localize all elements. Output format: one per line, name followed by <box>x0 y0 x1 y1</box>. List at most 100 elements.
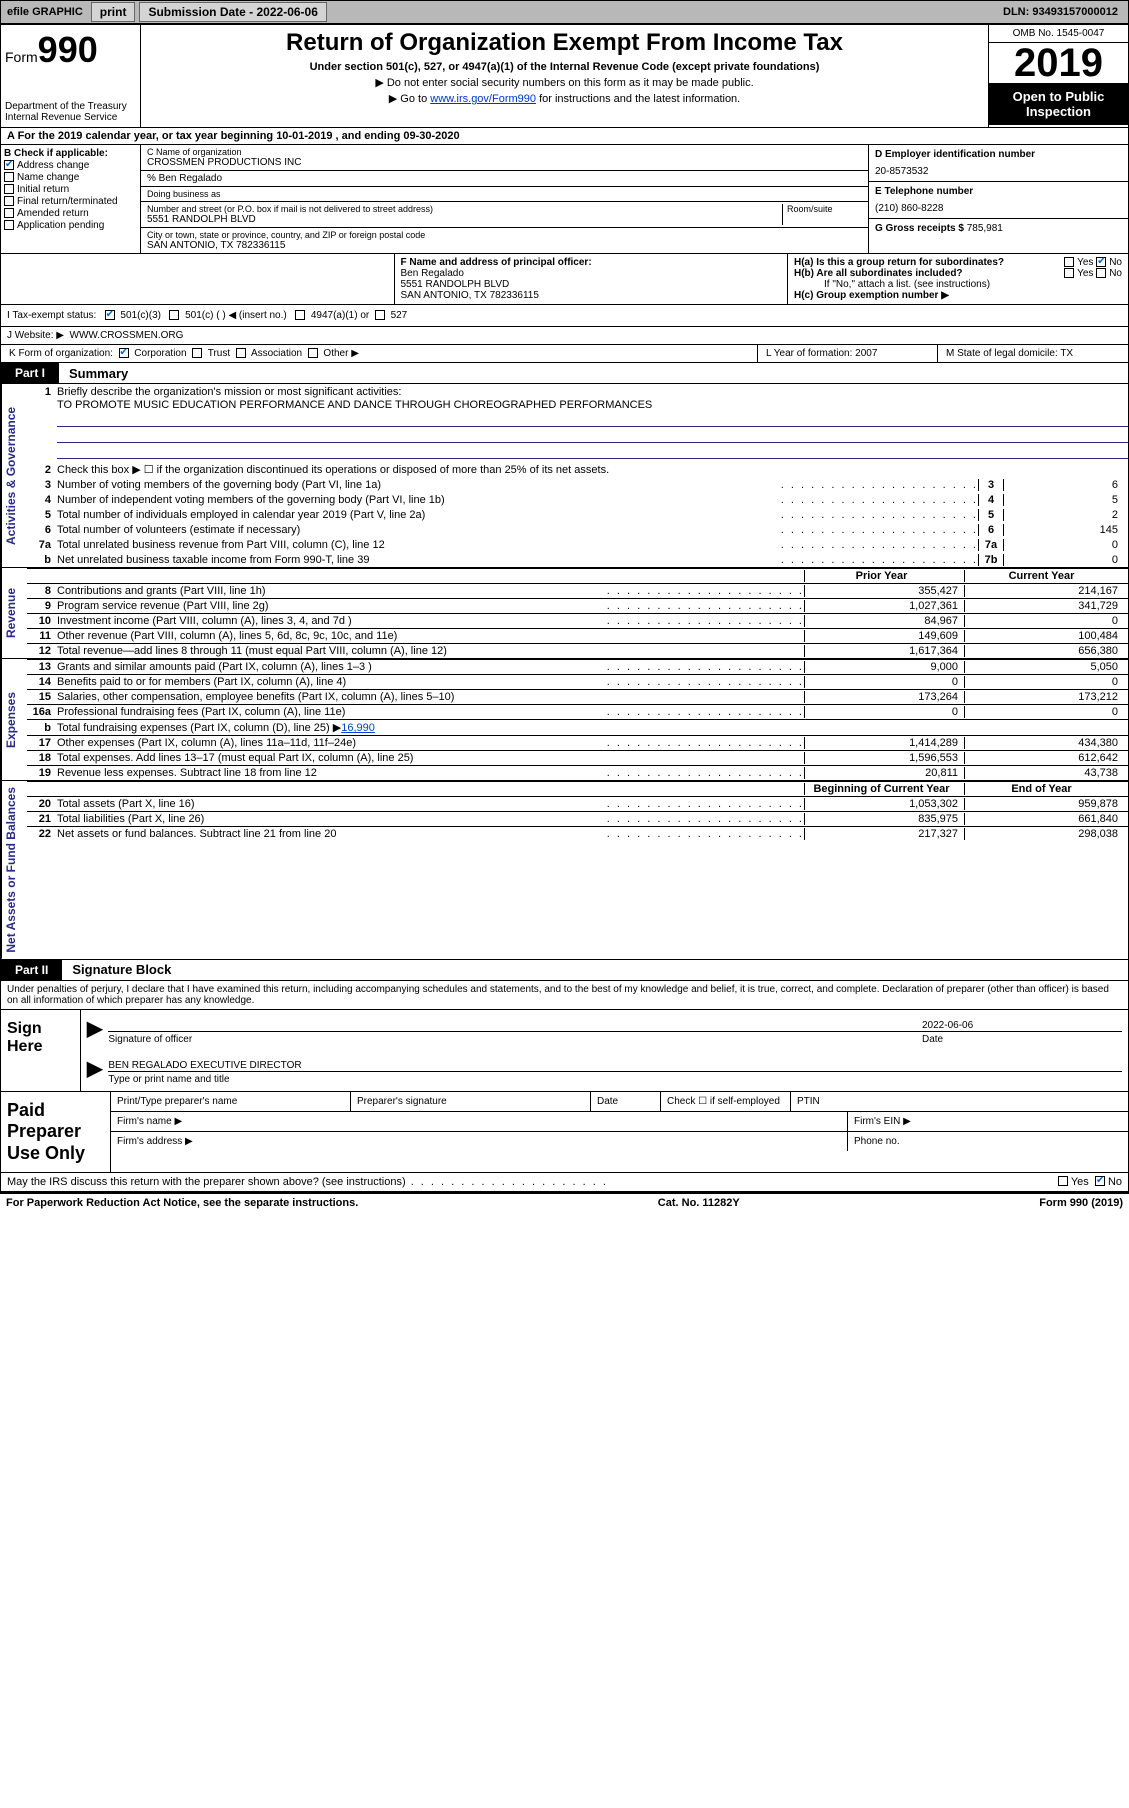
v13c: 5,050 <box>964 661 1124 673</box>
form-word: Form <box>5 49 38 65</box>
checkbox-icon <box>4 184 14 194</box>
checkbox-icon[interactable] <box>295 310 305 320</box>
chk-address-change[interactable]: Address change <box>4 160 137 171</box>
l20: Total assets (Part X, line 16) <box>57 798 607 810</box>
checkbox-icon[interactable] <box>169 310 179 320</box>
c-city: SAN ANTONIO, TX 782336115 <box>147 240 862 251</box>
form-number: 990 <box>38 29 98 70</box>
row-k-l-m: K Form of organization: Corporation Trus… <box>0 345 1129 363</box>
chk-final-return[interactable]: Final return/terminated <box>4 196 137 207</box>
chk-name-change[interactable]: Name change <box>4 172 137 183</box>
checkbox-icon[interactable] <box>308 348 318 358</box>
checkbox-icon[interactable] <box>1058 1176 1068 1186</box>
checkbox-icon[interactable] <box>119 348 129 358</box>
irs-form990-link[interactable]: www.irs.gov/Form990 <box>430 93 536 105</box>
c-org-name: CROSSMEN PRODUCTIONS INC <box>147 157 862 168</box>
topbar: efile GRAPHIC print Submission Date - 20… <box>0 0 1129 24</box>
l5: Total number of individuals employed in … <box>57 509 781 521</box>
phone-lbl: Phone no. <box>848 1132 1128 1151</box>
arrow-icon: ▶ <box>87 1056 102 1081</box>
checkbox-icon[interactable] <box>1064 257 1074 267</box>
box-b-title: B Check if applicable: <box>4 148 137 159</box>
l17: Other expenses (Part IX, column (A), lin… <box>57 737 607 749</box>
v9p: 1,027,361 <box>804 600 964 612</box>
v18p: 1,596,553 <box>804 752 964 764</box>
row-f-h: F Name and address of principal officer:… <box>0 254 1129 305</box>
checkbox-icon[interactable] <box>1064 268 1074 278</box>
i-501c3: 501(c)(3) <box>120 310 161 321</box>
discuss-txt: May the IRS discuss this return with the… <box>7 1176 1058 1188</box>
part-1-header: Part I Summary <box>0 363 1129 384</box>
v22p: 217,327 <box>804 828 964 840</box>
g-gross-val: 785,981 <box>967 223 1003 234</box>
hc-lbl: H(c) Group exemption number ▶ <box>794 290 1122 301</box>
part-2-tab: Part II <box>1 960 62 980</box>
v11p: 149,609 <box>804 630 964 642</box>
sig-intro: Under penalties of perjury, I declare th… <box>1 981 1128 1009</box>
chk-amended-return[interactable]: Amended return <box>4 208 137 219</box>
summary-net-assets: Net Assets or Fund Balances Beginning of… <box>0 781 1129 960</box>
l-lbl: L Year of formation: <box>766 348 852 359</box>
l1-lbl: Briefly describe the organization's miss… <box>57 386 1124 398</box>
checkbox-icon[interactable] <box>1096 257 1106 267</box>
chk-application-pending[interactable]: Application pending <box>4 220 137 231</box>
checkbox-icon[interactable] <box>1095 1176 1105 1186</box>
i-lbl: I Tax-exempt status: <box>7 310 96 321</box>
k-trust: Trust <box>208 348 230 359</box>
part-1-title: Summary <box>59 366 128 381</box>
v8c: 214,167 <box>964 585 1124 597</box>
l-val: 2007 <box>855 348 877 359</box>
mission-underline <box>57 413 1128 427</box>
l22: Net assets or fund balances. Subtract li… <box>57 828 607 840</box>
l9: Program service revenue (Part VIII, line… <box>57 600 607 612</box>
l7b: Net unrelated business taxable income fr… <box>57 554 781 566</box>
v15p: 173,264 <box>804 691 964 703</box>
sig-date: 2022-06-06 <box>922 1020 1122 1031</box>
v3: 6 <box>1004 479 1124 491</box>
v14c: 0 <box>964 676 1124 688</box>
goto-pre: ▶ Go to <box>389 93 430 105</box>
d-ein-val: 20-8573532 <box>875 160 1122 177</box>
i-501c: 501(c) ( ) ◀ (insert no.) <box>185 310 287 321</box>
v11c: 100,484 <box>964 630 1124 642</box>
l14: Benefits paid to or for members (Part IX… <box>57 676 607 688</box>
discuss-row: May the IRS discuss this return with the… <box>1 1172 1128 1191</box>
checkbox-icon <box>4 172 14 182</box>
v19c: 43,738 <box>964 767 1124 779</box>
part-2-header: Part II Signature Block <box>0 960 1129 981</box>
checkbox-icon[interactable] <box>375 310 385 320</box>
summary-revenue: Revenue Prior YearCurrent Year 8Contribu… <box>0 568 1129 659</box>
vtab-activities-governance: Activities & Governance <box>1 384 27 567</box>
print-button[interactable]: print <box>91 2 136 22</box>
v9c: 341,729 <box>964 600 1124 612</box>
paid-preparer-section: Paid Preparer Use Only Print/Type prepar… <box>1 1091 1128 1173</box>
col-current-year: Current Year <box>964 570 1124 582</box>
signature-of-officer-line[interactable]: 2022-06-06 <box>108 1020 1122 1032</box>
checkbox-icon[interactable] <box>236 348 246 358</box>
sig-officer-lbl: Signature of officer <box>108 1034 922 1045</box>
row-i-j: I Tax-exempt status: 501(c)(3) 501(c) ( … <box>0 305 1129 327</box>
v17c: 434,380 <box>964 737 1124 749</box>
prep-date-lbl: Date <box>591 1092 661 1111</box>
ha-lbl: H(a) Is this a group return for subordin… <box>794 257 1004 268</box>
checkbox-icon[interactable] <box>105 310 115 320</box>
checkbox-icon[interactable] <box>1096 268 1106 278</box>
f-lbl: F Name and address of principal officer: <box>401 257 592 268</box>
v16p: 0 <box>804 706 964 718</box>
name-title-line[interactable]: BEN REGALADO EXECUTIVE DIRECTOR <box>108 1060 1122 1072</box>
checkbox-icon[interactable] <box>192 348 202 358</box>
l3: Number of voting members of the governin… <box>57 479 781 491</box>
footer-left: For Paperwork Reduction Act Notice, see … <box>6 1197 358 1209</box>
v14p: 0 <box>804 676 964 688</box>
v4: 5 <box>1004 494 1124 506</box>
footer-right: Form 990 (2019) <box>1039 1197 1123 1209</box>
v22c: 298,038 <box>964 828 1124 840</box>
ha-no: No <box>1109 257 1122 268</box>
e-phone-val: (210) 860-8228 <box>875 197 1122 214</box>
chk-initial-return[interactable]: Initial return <box>4 184 137 195</box>
v20p: 1,053,302 <box>804 798 964 810</box>
c-street: 5551 RANDOLPH BLVD <box>147 214 782 225</box>
paid-preparer-lbl: Paid Preparer Use Only <box>1 1092 111 1173</box>
subdate-val: 2022-06-06 <box>257 5 318 19</box>
v16c: 0 <box>964 706 1124 718</box>
